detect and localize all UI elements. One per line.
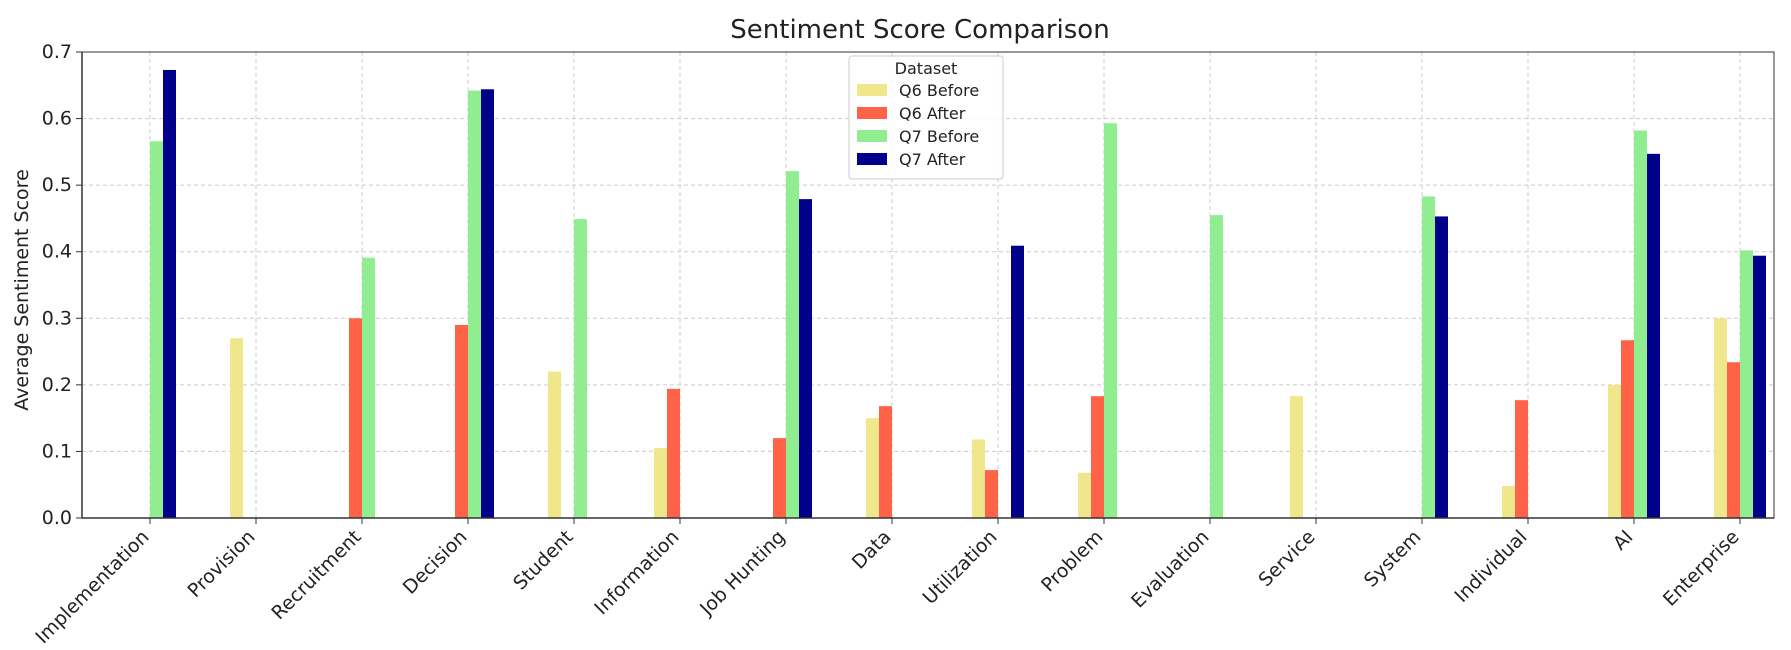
bar (1435, 216, 1448, 518)
x-tick-label: Problem (1037, 526, 1107, 596)
bar (1740, 250, 1753, 518)
y-axis-label: Average Sentiment Score (11, 169, 33, 411)
x-tick-label: Service (1254, 526, 1319, 591)
x-tick-label: Provision (184, 526, 260, 602)
y-tick-label: 0.1 (42, 440, 72, 462)
bar (1078, 472, 1091, 518)
legend-label: Q7 Before (899, 127, 979, 146)
x-tick-label: Individual (1451, 526, 1532, 607)
bar (349, 318, 362, 518)
bar (879, 406, 892, 518)
legend-swatch (857, 153, 887, 165)
bars (150, 69, 1766, 519)
bar (230, 338, 243, 518)
bar (786, 171, 799, 519)
bar (455, 324, 468, 518)
bar (1714, 318, 1727, 518)
bar (1290, 396, 1303, 518)
y-tick-label: 0.0 (42, 507, 72, 529)
x-tick-label: Implementation (31, 526, 153, 648)
y-tick-label: 0.2 (42, 374, 72, 396)
bar (1515, 400, 1528, 518)
bar (654, 448, 667, 518)
bar (574, 219, 587, 518)
bar (1422, 196, 1435, 518)
bar (972, 439, 985, 518)
x-tick-label: Utilization (919, 526, 1002, 609)
legend-label: Q6 After (899, 104, 966, 123)
bar (866, 418, 879, 518)
bar (773, 438, 786, 518)
bar (985, 470, 998, 518)
bar (1753, 255, 1766, 519)
bar (1634, 130, 1647, 518)
bar (163, 69, 176, 518)
bar (1091, 396, 1104, 518)
y-tick-label: 0.7 (42, 41, 72, 63)
bar (1727, 362, 1740, 518)
y-tick-label: 0.6 (42, 108, 72, 130)
x-tick-label: Decision (399, 526, 472, 599)
axes (81, 51, 1775, 519)
bar (362, 257, 375, 518)
bar (481, 89, 494, 518)
x-tick-label: AI (1609, 526, 1638, 555)
x-tick-label: Student (509, 526, 577, 594)
legend-swatch (857, 107, 887, 119)
bar (1104, 123, 1117, 518)
bar (1011, 245, 1024, 519)
legend-title: Dataset (895, 59, 958, 78)
legend-label: Q6 Before (899, 81, 979, 100)
y-tick-label: 0.3 (42, 307, 72, 329)
legend-frame (848, 55, 1004, 180)
bar (1621, 340, 1634, 518)
bar (468, 90, 481, 519)
x-tick-label: Evaluation (1127, 526, 1213, 612)
bar (1608, 384, 1621, 518)
bar (1647, 153, 1660, 518)
x-tick-label: Recruitment (267, 526, 365, 624)
bar (667, 388, 680, 518)
y-tick-label: 0.5 (42, 174, 72, 196)
legend: Dataset Q6 Before Q6 After Q7 Before Q7 Aft… (848, 55, 1004, 180)
legend-label: Q7 After (899, 150, 966, 169)
bar (150, 141, 163, 518)
chart-title: Sentiment Score Comparison (730, 15, 1109, 45)
legend-swatch (857, 84, 887, 96)
bar (548, 371, 561, 518)
bar (1210, 215, 1223, 518)
x-tick-label: System (1360, 526, 1426, 592)
x-tick-label: Information (590, 526, 683, 619)
x-tick-label: Job Hunting (695, 526, 789, 620)
bar (1502, 486, 1515, 518)
x-tick-label: Enterprise (1659, 526, 1744, 611)
y-tick-label: 0.4 (42, 241, 72, 263)
legend-swatch (857, 130, 887, 142)
bar (799, 199, 812, 518)
x-tick-label: Data (848, 526, 896, 574)
